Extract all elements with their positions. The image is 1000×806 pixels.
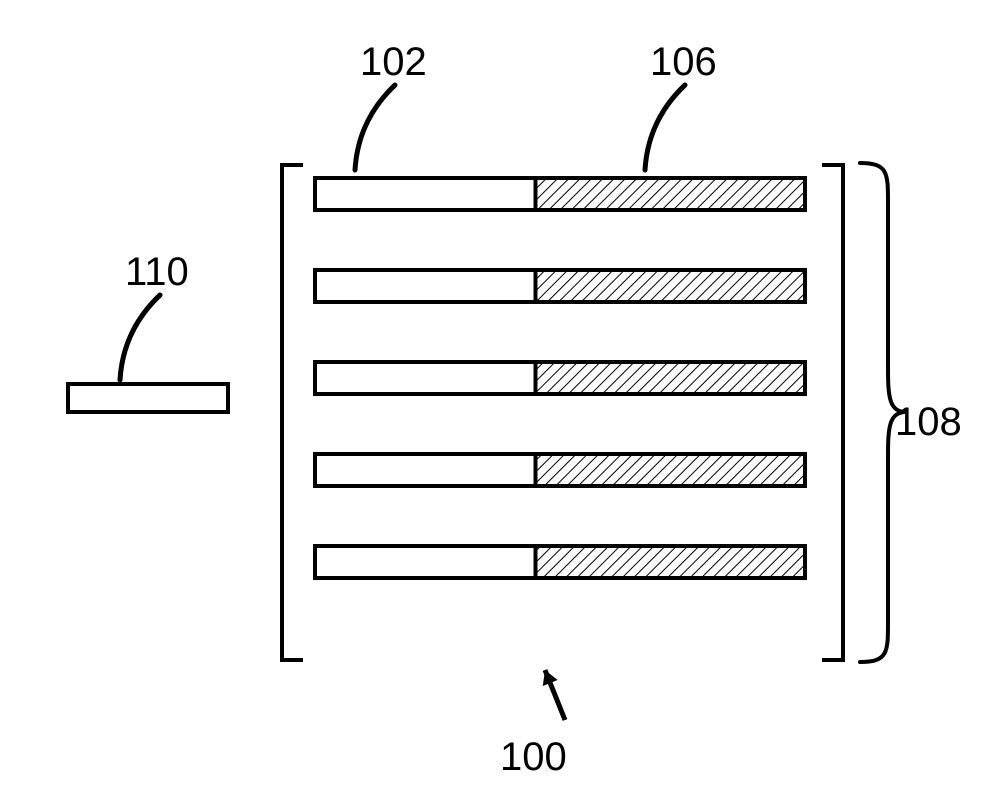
- leader-l106: [645, 85, 685, 170]
- bar-row-hatched: [536, 546, 806, 578]
- label-102: 102: [360, 40, 427, 85]
- bracket-right: [822, 165, 843, 660]
- bar-row-hatched: [536, 454, 806, 486]
- leader-l102: [355, 85, 395, 170]
- label-110: 110: [125, 250, 189, 295]
- bracket-left: [282, 165, 303, 660]
- label-106: 106: [650, 40, 717, 85]
- element-110-box: [68, 384, 228, 412]
- leader-l110: [120, 295, 160, 380]
- bar-row-hatched: [536, 178, 806, 210]
- bar-row-hatched: [536, 270, 806, 302]
- label-100: 100: [500, 735, 567, 780]
- bar-row-hatched: [536, 362, 806, 394]
- label-108: 108: [895, 400, 962, 445]
